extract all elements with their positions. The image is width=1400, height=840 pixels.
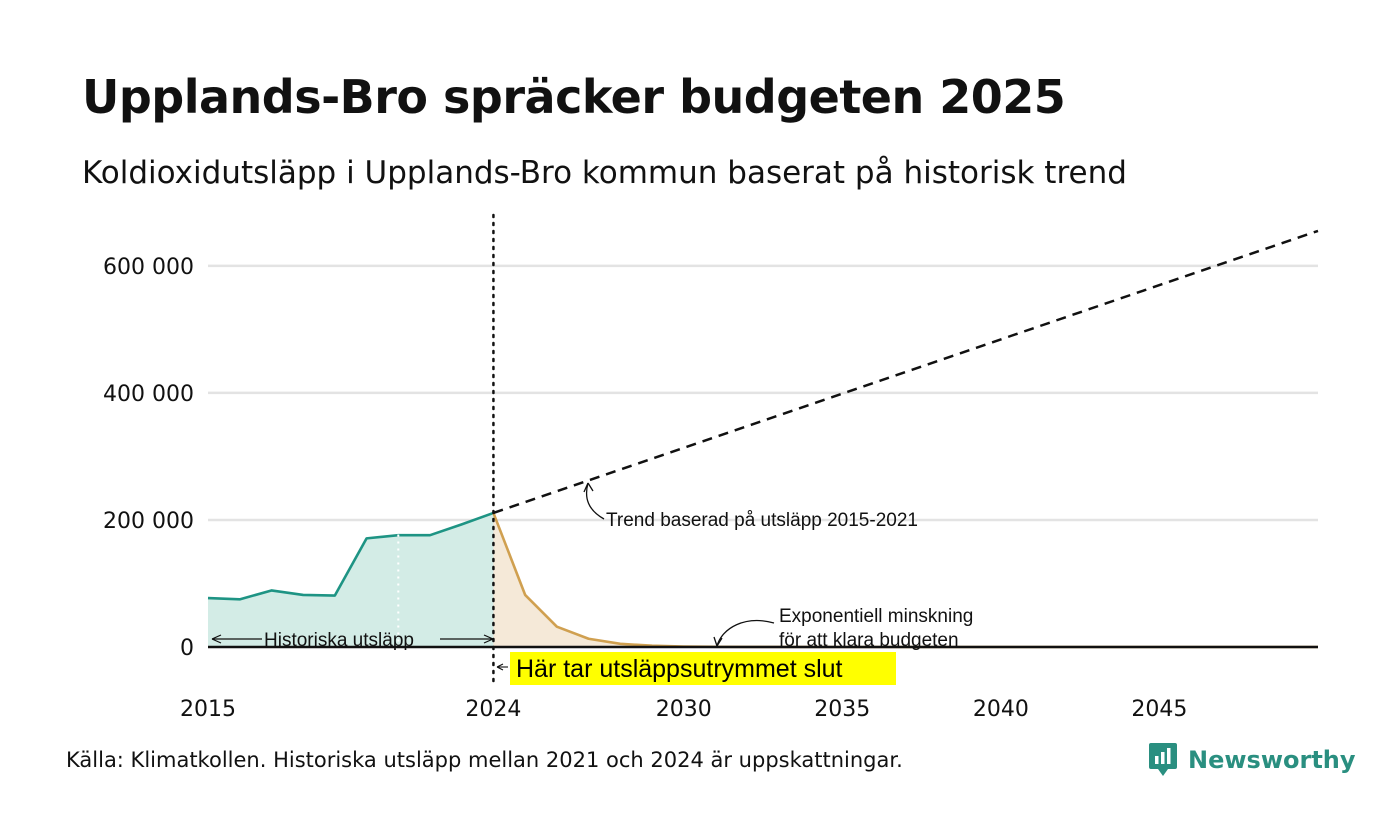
trend-line xyxy=(493,229,1319,515)
budget-end-arrowhead xyxy=(496,663,504,671)
decline-curved-arrow xyxy=(716,619,775,647)
y-tick-label: 400 000 xyxy=(103,382,194,407)
brand-label: Newsworthy xyxy=(1188,746,1356,774)
decline-label-line1: Exponentiell minskning xyxy=(779,606,973,627)
x-tick-label: 2024 xyxy=(465,697,521,722)
x-tick-label: 2030 xyxy=(656,697,712,722)
newsworthy-logo[interactable]: Newsworthy xyxy=(1148,742,1356,778)
historical-arrowhead-right xyxy=(483,634,494,644)
source-note: Källa: Klimatkollen. Historiska utsläpp … xyxy=(66,748,903,772)
trend-curved-arrow xyxy=(585,482,605,520)
area-fills xyxy=(208,512,1318,647)
historical-area xyxy=(208,512,494,647)
decline-arrowhead xyxy=(713,636,723,647)
chart-subtitle: Koldioxidutsläpp i Upplands-Bro kommun b… xyxy=(82,155,1127,191)
y-tick-label: 0 xyxy=(180,636,194,661)
x-tick-label: 2015 xyxy=(180,697,236,722)
historical-line xyxy=(207,511,494,601)
budget-end-highlight xyxy=(510,652,896,685)
x-tick-label: 2040 xyxy=(973,697,1029,722)
budget-end-label: Här tar utsläppsutrymmet slut xyxy=(516,655,843,683)
axes: 0 200 000 400 000 600 000 2015 2024 2030 2035 20… xyxy=(103,255,1318,722)
grid-lines xyxy=(208,264,1318,522)
y-tick-label: 600 000 xyxy=(103,255,194,280)
chart-title: Upplands-Bro spräcker budgeten 2025 xyxy=(82,70,1066,124)
trend-label: Trend baserad på utsläpp 2015-2021 xyxy=(606,510,918,531)
x-tick-label: 2035 xyxy=(814,697,870,722)
y-tick-label: 200 000 xyxy=(103,509,194,534)
trend-arrowhead xyxy=(583,482,594,493)
emissions-chart: Historiska utsläpp Trend baserad på utsl… xyxy=(103,213,1319,722)
newsworthy-icon xyxy=(1149,743,1177,776)
x-tick-label: 2045 xyxy=(1131,697,1187,722)
annotations: Historiska utsläpp Trend baserad på utsl… xyxy=(211,482,973,685)
historical-arrowhead-left xyxy=(211,634,222,644)
